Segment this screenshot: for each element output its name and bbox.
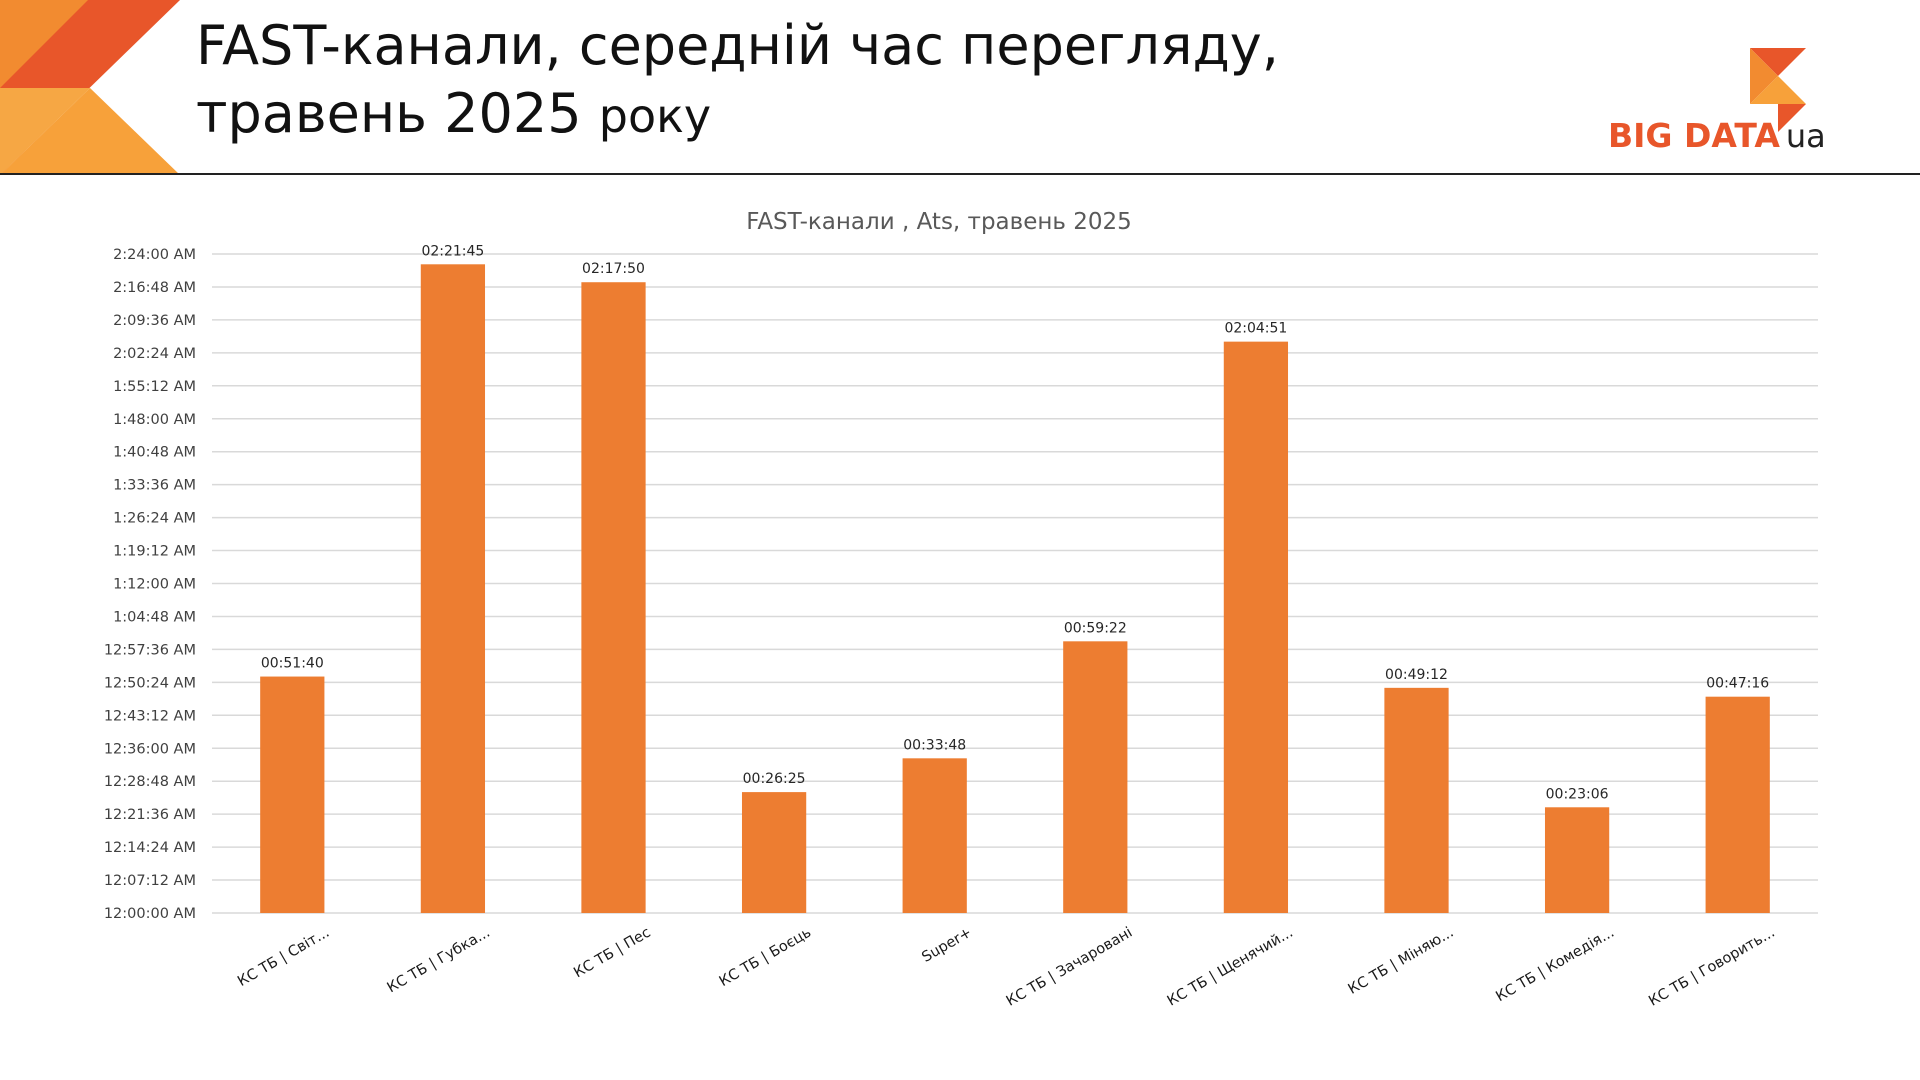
bars xyxy=(260,264,1770,914)
bar xyxy=(1063,641,1128,913)
y-tick-label: 12:43:12 AM xyxy=(104,708,196,724)
y-tick-label: 1:40:48 AM xyxy=(113,445,196,461)
bar xyxy=(420,264,486,913)
y-tick-label: 12:21:36 AM xyxy=(104,807,196,823)
data-label: 02:04:51 xyxy=(1224,321,1287,337)
header-divider xyxy=(0,173,1920,175)
page-title-year-word: року xyxy=(598,89,712,143)
page-title: FAST-канали, середній час перегляду, тра… xyxy=(196,12,1279,150)
data-label: 00:59:22 xyxy=(1064,620,1127,636)
data-label: 00:23:06 xyxy=(1546,786,1609,802)
y-axis-ticks: 12:00:00 AM 12:07:12 AM 12:14:24 AM 12:21:3… xyxy=(104,247,196,922)
page-title-line-2: травень 2025 року xyxy=(196,80,1279,150)
y-tick-label: 12:57:36 AM xyxy=(104,642,196,658)
y-tick-label: 12:50:24 AM xyxy=(104,675,196,691)
y-tick-label: 1:48:00 AM xyxy=(113,412,196,428)
data-label: 02:21:45 xyxy=(421,243,484,259)
y-tick-label: 1:55:12 AM xyxy=(113,379,196,395)
y-tick-label: 12:14:24 AM xyxy=(104,840,196,856)
x-tick-label: КС ТБ | Пес xyxy=(571,925,653,982)
x-tick-label: КС ТБ | Зачаровані xyxy=(1004,925,1135,1010)
corner-decoration xyxy=(0,0,180,175)
x-tick-label: КС ТБ | Міняю... xyxy=(1346,925,1457,998)
y-tick-label: 1:33:36 AM xyxy=(113,478,196,494)
y-tick-label: 12:07:12 AM xyxy=(104,873,196,889)
x-tick-label: КС ТБ | Світ... xyxy=(235,925,332,990)
y-tick-label: 2:16:48 AM xyxy=(113,280,196,296)
chart-title: FAST-канали , Ats, травень 2025 xyxy=(746,209,1132,235)
logo-wordmark: BIG DATA ua xyxy=(1608,116,1826,155)
data-labels: 00:51:40 02:21:45 02:17:50 00:26:25 00:33:48… xyxy=(261,243,1769,802)
y-tick-label: 2:02:24 AM xyxy=(113,346,196,362)
logo-text: BIG DATA xyxy=(1608,116,1780,155)
x-tick-label: КС ТБ | Говорить... xyxy=(1646,925,1777,1010)
page-title-date: травень 2025 xyxy=(196,82,582,145)
data-label: 00:49:12 xyxy=(1385,667,1448,683)
bar xyxy=(260,676,325,913)
x-axis-ticks: КС ТБ | Світ... КС ТБ | Губка... КС ТБ | П… xyxy=(235,925,1778,1010)
bar xyxy=(581,282,646,913)
bar xyxy=(1384,687,1449,913)
bar xyxy=(1705,696,1770,913)
logo-suffix: ua xyxy=(1785,117,1826,155)
y-tick-label: 2:09:36 AM xyxy=(113,313,196,329)
data-label: 02:17:50 xyxy=(582,261,645,277)
x-tick-label: КС ТБ | Комедія... xyxy=(1493,925,1617,1006)
data-label: 00:47:16 xyxy=(1706,676,1769,692)
y-tick-label: 12:28:48 AM xyxy=(104,774,196,790)
y-tick-label: 1:04:48 AM xyxy=(113,609,196,625)
y-tick-label: 12:36:00 AM xyxy=(104,741,196,757)
bar xyxy=(902,758,967,913)
bar xyxy=(741,792,807,913)
data-label: 00:33:48 xyxy=(903,737,966,753)
page-title-line-1: FAST-канали, середній час перегляду, xyxy=(196,14,1279,77)
bar xyxy=(1544,807,1610,913)
x-tick-label: Super+ xyxy=(919,925,974,966)
y-tick-label: 1:26:24 AM xyxy=(113,511,196,527)
x-tick-label: КС ТБ | Губка... xyxy=(385,925,493,997)
x-tick-label: КС ТБ | Щенячий... xyxy=(1165,925,1296,1010)
y-tick-label: 1:19:12 AM xyxy=(113,544,196,560)
x-tick-label: КС ТБ | Боєць xyxy=(717,925,814,990)
data-label: 00:26:25 xyxy=(743,771,806,787)
bar xyxy=(1223,341,1289,914)
y-tick-label: 1:12:00 AM xyxy=(113,577,196,593)
logo-mark-icon xyxy=(1750,48,1806,132)
y-tick-label: 12:00:00 AM xyxy=(104,906,196,922)
data-label: 00:51:40 xyxy=(261,656,324,672)
big-data-ua-logo: BIG DATA ua xyxy=(1600,44,1836,164)
y-tick-label: 2:24:00 AM xyxy=(113,247,196,263)
